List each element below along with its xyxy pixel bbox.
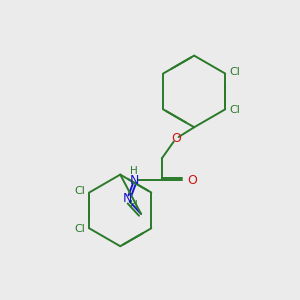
Text: Cl: Cl: [74, 224, 85, 234]
Text: Cl: Cl: [229, 68, 240, 77]
Text: Cl: Cl: [229, 105, 240, 115]
Text: N: N: [129, 174, 139, 187]
Text: H: H: [130, 166, 137, 176]
Text: H: H: [130, 200, 138, 210]
Text: O: O: [187, 174, 197, 187]
Text: Cl: Cl: [74, 186, 85, 196]
Text: N: N: [122, 192, 132, 206]
Text: O: O: [171, 132, 181, 145]
